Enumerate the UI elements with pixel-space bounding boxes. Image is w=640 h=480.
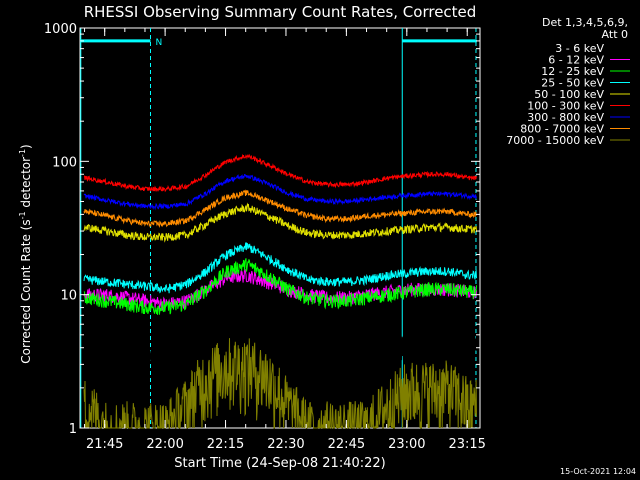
legend-label-25-50-kev: 25 - 50 keV xyxy=(541,77,604,90)
series-line-25-50-kev xyxy=(83,242,477,294)
y-tick-label: 100 xyxy=(52,155,77,170)
legend-label-300-800-kev: 300 - 800 keV xyxy=(527,111,604,124)
legend-header-line-1: Det 1,3,4,5,6,9, xyxy=(542,16,628,29)
x-tick-label: 22:00 xyxy=(146,437,183,452)
x-axis-label: Start Time (24-Sep-08 21:40:22) xyxy=(174,456,385,471)
legend-label-6-12-kev: 6 - 12 keV xyxy=(548,54,604,67)
footer-timestamp: 15-Oct-2021 12:04 xyxy=(560,467,636,476)
svg-text:Corrected Count Rate (s-1 dete: Corrected Count Rate (s-1 detector-1) xyxy=(18,144,33,363)
legend-label-50-100-kev: 50 - 100 keV xyxy=(534,88,604,101)
series-line-50-100-kev xyxy=(83,202,477,243)
y-tick-label: 1000 xyxy=(44,22,77,37)
x-tick-label: 22:45 xyxy=(328,437,365,452)
x-tick-label: 22:30 xyxy=(267,437,304,452)
series-line-300-800-kev xyxy=(83,173,477,211)
y-tick-label: 1 xyxy=(69,422,77,437)
y-axis: 1 10 100 1000 xyxy=(44,22,480,437)
plot-area: N xyxy=(79,27,481,429)
y-tick-label: 10 xyxy=(60,289,77,304)
series-line-800-7000-kev xyxy=(83,189,477,229)
series-line-100-300-kev xyxy=(84,153,477,193)
x-axis: 21:45 22:00 22:15 22:30 22:45 23:00 23:15 xyxy=(84,28,486,452)
night-bar-label: N xyxy=(155,38,162,48)
series-line-7000-15000-kev xyxy=(83,338,477,429)
x-tick-label: 23:15 xyxy=(448,437,485,452)
x-tick-label: 21:45 xyxy=(86,437,123,452)
legend-label-100-300-kev: 100 - 300 keV xyxy=(527,100,604,113)
legend-label-800-7000-kev: 800 - 7000 keV xyxy=(520,123,604,136)
legend-label-7000-15000-kev: 7000 - 15000 keV xyxy=(506,134,604,147)
legend-header-line-2: Att 0 xyxy=(602,28,628,41)
x-tick-label: 22:15 xyxy=(207,437,244,452)
y-axis-label: Corrected Count Rate (s-1 detector-1) xyxy=(18,144,33,363)
x-tick-label: 23:00 xyxy=(388,437,425,452)
series-line-3-6-kev xyxy=(83,294,477,372)
legend-label-12-25-kev: 12 - 25 keV xyxy=(541,65,604,78)
series-line-12-25-kev xyxy=(83,258,477,315)
legend-label-3-6-kev: 3 - 6 keV xyxy=(555,42,604,55)
chart-title: RHESSI Observing Summary Count Rates, Co… xyxy=(84,3,477,21)
